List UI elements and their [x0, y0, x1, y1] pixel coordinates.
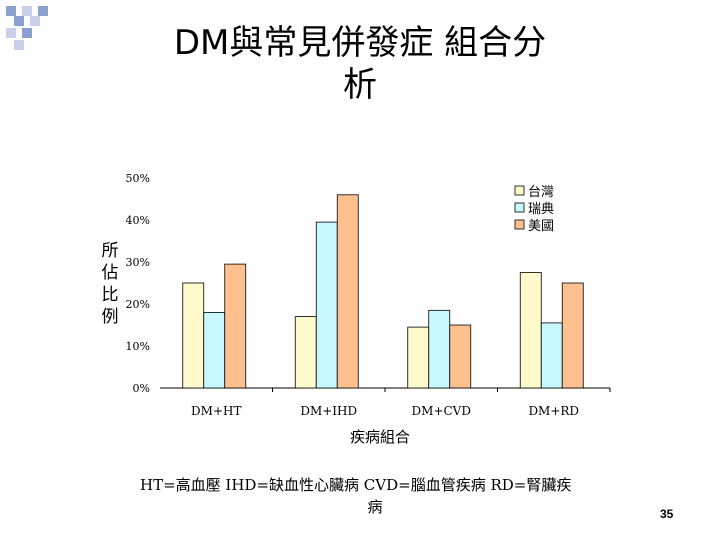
x-axis-label: 疾病組合	[349, 428, 410, 446]
x-tick-label: DM+HT	[191, 404, 241, 418]
legend-label: 台灣	[528, 185, 554, 200]
deco-square	[22, 28, 32, 38]
page-number: 35	[660, 507, 674, 521]
footnote-line1: HT=高血壓 IHD=缺血性心臟病 CVD=腦血管疾病 RD=腎臟疾	[140, 476, 572, 494]
bar	[203, 311, 226, 389]
footnote-line2: 病	[367, 498, 383, 516]
legend-label: 美國	[528, 219, 554, 234]
deco-square	[30, 16, 40, 26]
y-axis-label-char: 比	[101, 285, 119, 305]
bar	[336, 194, 359, 389]
slide-title-line1: DM與常見併發症 組合分	[173, 23, 547, 63]
deco-square	[22, 6, 32, 16]
legend-label: 瑞典	[528, 202, 554, 217]
bar	[407, 326, 430, 389]
slide-title-line2: 析	[343, 65, 377, 105]
deco-square	[14, 40, 24, 50]
y-tick-label: 0%	[133, 382, 150, 395]
y-axis-label: 所 佔 比 例	[99, 240, 121, 328]
bar	[294, 316, 317, 389]
y-axis-label-char: 例	[101, 307, 119, 327]
corner-decoration	[6, 6, 48, 50]
y-tick-label: 50%	[126, 172, 150, 185]
bar	[519, 272, 542, 389]
y-tick-label: 40%	[126, 214, 150, 227]
deco-square	[38, 6, 48, 16]
footnote: HT=高血壓 IHD=缺血性心臟病 CVD=腦血管疾病 RD=腎臟疾 病	[140, 474, 670, 518]
bar	[561, 282, 584, 389]
y-axis-label-char: 佔	[101, 263, 119, 283]
legend-swatch	[514, 219, 525, 230]
bar	[224, 263, 247, 389]
y-tick-label: 20%	[126, 298, 150, 311]
x-tick-label: DM+CVD	[412, 404, 471, 418]
bar	[540, 322, 563, 389]
deco-square	[6, 28, 16, 38]
x-tick-label: DM+IHD	[300, 404, 357, 418]
legend-swatch	[514, 202, 525, 213]
bar	[428, 309, 451, 389]
bar	[182, 282, 205, 389]
bar	[315, 221, 338, 389]
y-axis-label-char: 所	[101, 241, 119, 261]
legend-swatch	[514, 185, 525, 196]
slide-title: DM與常見併發症 組合分 析	[90, 22, 630, 106]
bar	[449, 324, 472, 389]
deco-square	[6, 6, 16, 16]
y-tick-label: 10%	[126, 340, 150, 353]
deco-square	[14, 16, 24, 26]
x-tick-label: DM+RD	[528, 404, 579, 418]
y-tick-label: 30%	[126, 256, 150, 269]
